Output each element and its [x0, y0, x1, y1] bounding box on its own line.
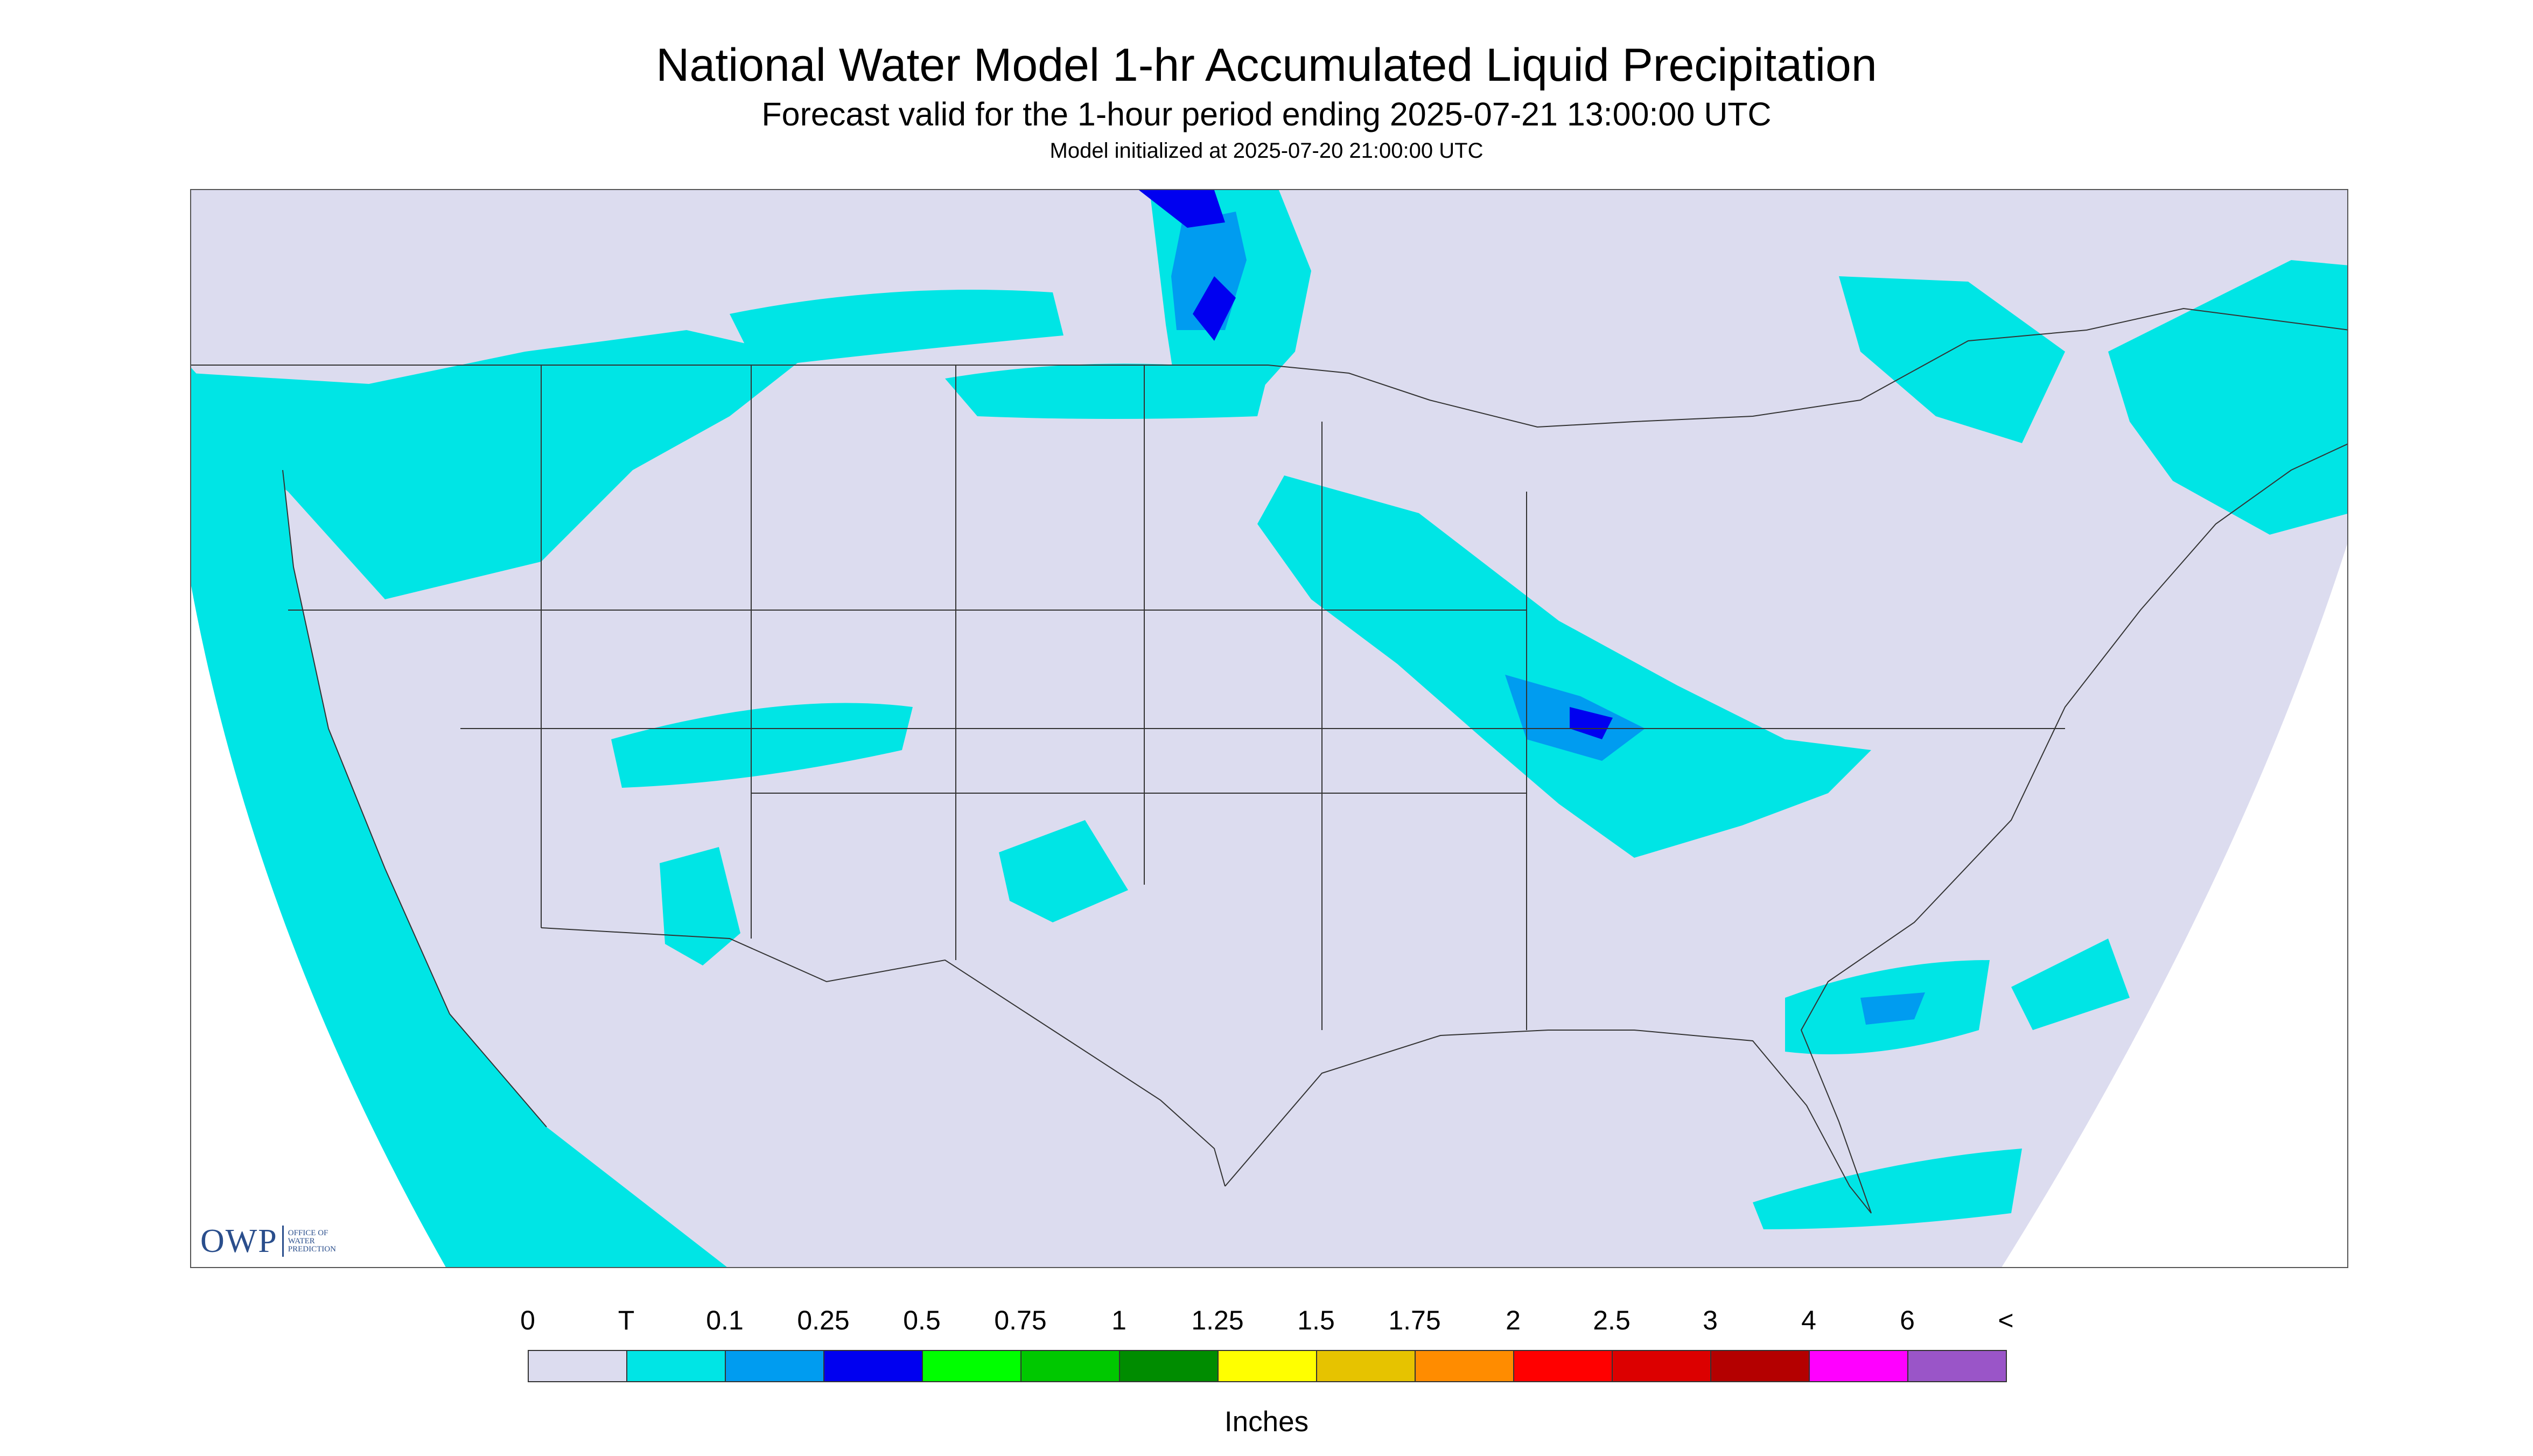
atlantic-cells-2 [1753, 1149, 2022, 1229]
southwest-cells [611, 703, 913, 788]
gulf-coast [1224, 443, 2347, 1214]
midwest-band [1257, 475, 1871, 858]
northern-band [730, 290, 1063, 368]
quebec-precip [1839, 276, 2065, 443]
owp-word-3: PREDICTION [288, 1244, 336, 1254]
outside-domain-east [2002, 544, 2347, 1267]
model-init-line: Model initialized at 2025-07-20 21:00:00… [1049, 139, 1484, 163]
southeast-core [1860, 992, 1925, 1025]
minnesota-heavy [1193, 276, 1236, 341]
owp-logo: OWP OFFICE OF WATER PREDICTION [200, 1222, 336, 1260]
northeast-precip [2108, 260, 2347, 535]
precipitation-map [190, 189, 2348, 1268]
state-rows [288, 610, 2065, 794]
legend-tick-label: 1.5 [1297, 1305, 1335, 1335]
legend-color-box [1710, 1350, 1810, 1382]
legend-tick-label: 1 [1111, 1305, 1126, 1335]
mexico-us-border [541, 927, 1226, 1187]
owp-logo-divider [282, 1226, 284, 1257]
legend-color-box [1217, 1350, 1317, 1382]
legend-tick-label: 2.5 [1593, 1305, 1631, 1335]
legend-tick-label: 4 [1801, 1305, 1816, 1335]
legend-color-box [1612, 1350, 1711, 1382]
legend-units-label: Inches [1224, 1406, 1309, 1438]
legend-color-box [1513, 1350, 1613, 1382]
canada-us-border [191, 307, 2347, 428]
legend-tick-label: 0.5 [903, 1305, 941, 1335]
legend-tick-label: 0.25 [797, 1305, 850, 1335]
legend-tick-label: < [1998, 1305, 2014, 1335]
legend-color-box [922, 1350, 1021, 1382]
map-title: National Water Model 1-hr Accumulated Li… [656, 39, 1877, 91]
political-boundaries [191, 307, 2347, 1214]
legend-tick-label: 6 [1900, 1305, 1915, 1335]
legend-tick-label: 2 [1506, 1305, 1521, 1335]
outside-domain-west [191, 586, 446, 1267]
legend-color-box [1020, 1350, 1120, 1382]
legend-tick-label: 0 [520, 1305, 535, 1335]
legend-color-box [1316, 1350, 1416, 1382]
nw-precip-band [191, 330, 805, 599]
rockies-lines [541, 365, 1527, 1030]
legend-color-box [626, 1350, 726, 1382]
precip-color-scale: 0 T 0.1 0.25 0.5 0.75 1 1.25 1.5 1.75 2 2.5 3 4 6 < [520, 1305, 2014, 1391]
west-coast [282, 470, 547, 1128]
owp-word-2: WATER [288, 1236, 315, 1245]
owp-logo-letters: OWP [200, 1222, 278, 1259]
legend-tick-label: 3 [1703, 1305, 1718, 1335]
legend-color-box [725, 1350, 824, 1382]
legend-color-box [1809, 1350, 1908, 1382]
legend-tick-label: T [618, 1305, 635, 1335]
legend-tick-label: 0.75 [994, 1305, 1047, 1335]
map-canvas [191, 190, 2347, 1267]
legend-color-box [823, 1350, 923, 1382]
legend-tick-label: 1.25 [1191, 1305, 1244, 1335]
legend-color-box [1907, 1350, 2007, 1382]
midwest-heavy [1570, 707, 1613, 739]
legend-tick-label: 1.75 [1388, 1305, 1441, 1335]
legend-color-box [528, 1350, 627, 1382]
minnesota-heavy-2 [1139, 190, 1225, 228]
legend-color-box [1415, 1350, 1514, 1382]
atlantic-cells [2011, 939, 2130, 1030]
owp-logo-words: OFFICE OF WATER PREDICTION [288, 1229, 336, 1254]
forecast-valid-subtitle: Forecast valid for the 1-hour period end… [761, 96, 1772, 132]
owp-word-1: OFFICE OF [288, 1228, 328, 1237]
southern-plains-cells [999, 820, 1128, 922]
southwest-cells-2 [660, 847, 740, 965]
legend-tick-label: 0.1 [706, 1305, 744, 1335]
legend-color-box [1119, 1350, 1219, 1382]
